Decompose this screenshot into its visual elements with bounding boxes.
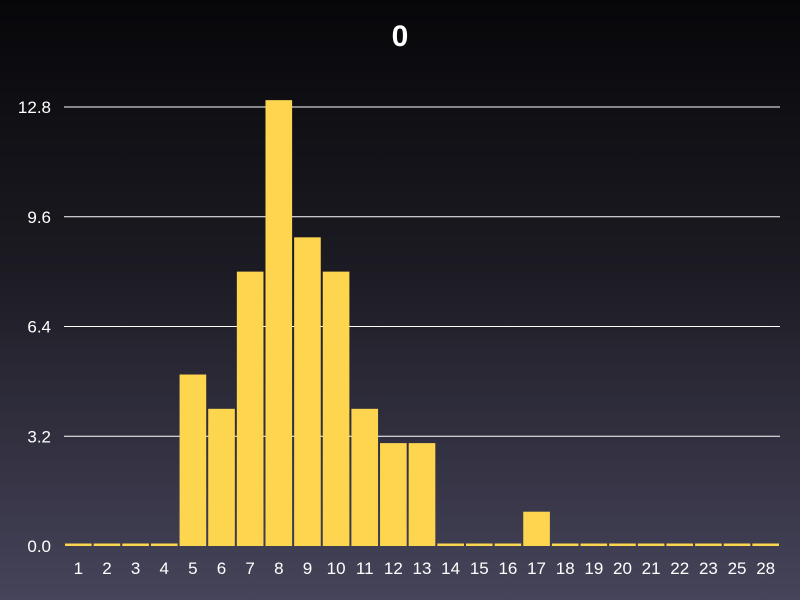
x-tick-label: 23: [699, 559, 718, 578]
bars: [65, 100, 779, 546]
x-tick-label: 19: [584, 559, 603, 578]
x-tick-label: 10: [327, 559, 346, 578]
grid-layer: [64, 106, 780, 437]
bar-19: [580, 543, 608, 546]
x-tick-label: 12: [384, 559, 403, 578]
x-tick-label: 2: [102, 559, 111, 578]
x-tick-label: 22: [670, 559, 689, 578]
x-tick-label: 9: [303, 559, 312, 578]
bar-25: [723, 543, 751, 546]
x-tick-label: 1: [74, 559, 83, 578]
x-tick-label: 5: [188, 559, 197, 578]
x-tick-label: 14: [441, 559, 460, 578]
y-tick-label: 0.0: [27, 537, 51, 556]
bar-14: [437, 543, 464, 546]
bar-5: [179, 374, 207, 546]
chart-title: 0: [391, 20, 409, 53]
bar-28: [752, 543, 779, 546]
bar-16: [494, 543, 522, 546]
x-tick-label: 16: [498, 559, 517, 578]
x-tick-label: 8: [274, 559, 283, 578]
x-tick-label: 15: [470, 559, 489, 578]
x-axis-labels: 1 2 3 4 5 6 7 8 9 10 11 12 13 14 15 16 17 18 19 20 21 22 23 25 2…: [74, 559, 776, 578]
x-tick-label: 21: [642, 559, 661, 578]
x-tick-label: 25: [728, 559, 747, 578]
x-tick-label: 7: [245, 559, 254, 578]
x-tick-label: 28: [756, 559, 775, 578]
bar-8: [265, 100, 293, 546]
bar-18: [551, 543, 579, 546]
y-tick-label: 12.8: [18, 98, 51, 117]
y-tick-label: 6.4: [27, 318, 51, 337]
x-tick-label: 17: [527, 559, 546, 578]
y-tick-label: 3.2: [27, 427, 51, 446]
x-tick-label: 11: [356, 559, 374, 578]
y-tick-label: 9.6: [27, 208, 51, 227]
x-tick-label: 20: [613, 559, 632, 578]
bar-15: [465, 543, 493, 546]
x-tick-label: 13: [413, 559, 432, 578]
bar-13: [408, 443, 436, 546]
bar-10: [322, 271, 350, 546]
bar-22: [666, 543, 694, 546]
bar-1: [65, 543, 92, 546]
bar-9: [294, 237, 321, 546]
x-tick-label: 4: [160, 559, 169, 578]
bar-6: [208, 408, 235, 546]
y-axis-ticks: 0.0 3.2 6.4 9.6 12.8: [18, 98, 51, 556]
bar-4: [150, 543, 178, 546]
bar-3: [122, 543, 149, 546]
bar-12: [380, 443, 407, 546]
x-tick-label: 3: [131, 559, 140, 578]
bar-21: [637, 543, 665, 546]
bar-11: [351, 408, 379, 546]
bar-2: [93, 543, 121, 546]
bar-20: [609, 543, 636, 546]
bar-17: [523, 511, 550, 546]
x-tick-label: 18: [556, 559, 575, 578]
x-tick-label: 6: [217, 559, 226, 578]
bar-23: [695, 543, 722, 546]
bar-7: [236, 271, 264, 546]
